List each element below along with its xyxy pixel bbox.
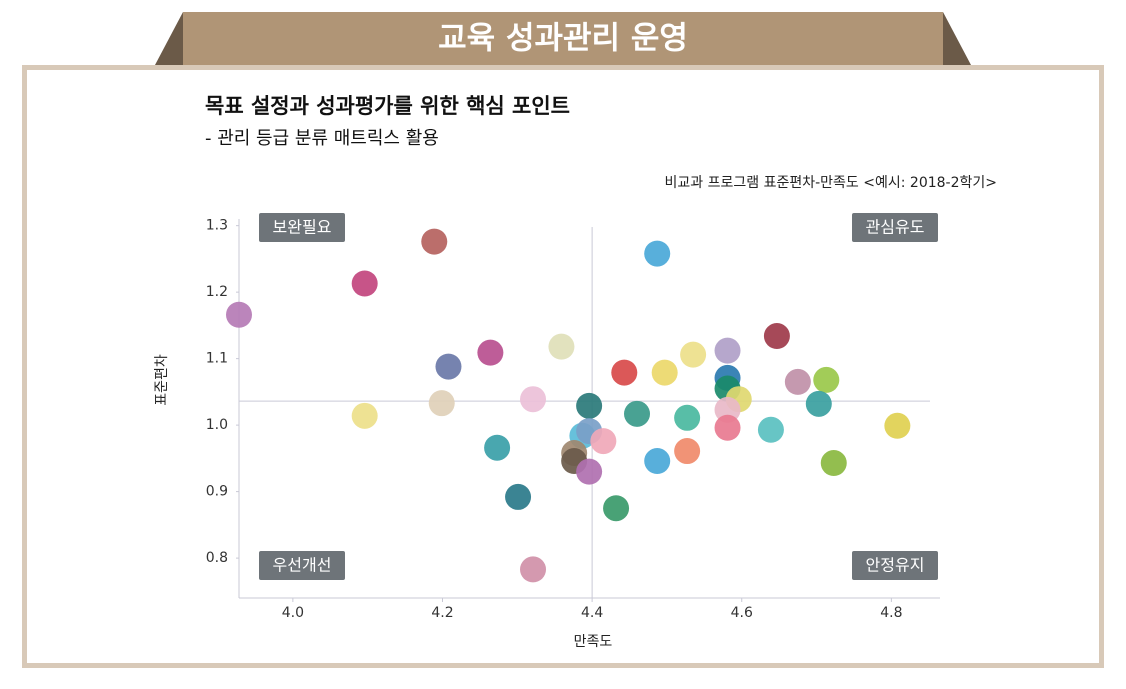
y-tick-label: 1.1 — [206, 351, 228, 367]
point — [714, 337, 741, 364]
frame — [22, 65, 1104, 668]
annotation: 비교과 프로그램 표준편차-만족도 <예시: 2018-2학기> — [665, 175, 997, 191]
quadrant-label: 안정유지 — [866, 556, 925, 575]
y-tick-label: 0.8 — [206, 550, 228, 566]
point — [226, 301, 252, 328]
x-tick-label: 4.4 — [581, 605, 603, 621]
point — [624, 400, 651, 427]
y-tick-label: 0.9 — [206, 484, 228, 500]
quadrant-label: 우선개선 — [273, 556, 332, 575]
y-tick-label: 1.3 — [206, 218, 228, 234]
x-tick-label: 4.8 — [880, 605, 902, 621]
point — [813, 366, 840, 393]
y-tick-label: 1.0 — [206, 417, 228, 433]
point — [714, 414, 741, 441]
point — [603, 495, 630, 522]
point — [644, 448, 671, 475]
point — [805, 390, 832, 417]
point — [576, 458, 603, 485]
chart-title: 목표 설정과 성과평가를 위한 핵심 포인트 — [205, 94, 570, 118]
point — [520, 556, 547, 583]
quadrant-label-box — [259, 213, 345, 242]
quadrant-label-box — [852, 551, 938, 580]
y-axis-label: 표준편차 — [154, 354, 170, 406]
x-tick-label: 4.0 — [282, 605, 304, 621]
point — [784, 368, 811, 395]
point — [576, 392, 603, 419]
point — [435, 353, 462, 380]
y-tick-label: 1.2 — [206, 284, 228, 300]
point — [644, 240, 671, 267]
point — [714, 396, 741, 423]
point — [611, 359, 638, 386]
chart-subtitle: - 관리 등급 분류 매트릭스 활용 — [205, 128, 439, 149]
quadrant-label-box — [852, 213, 938, 242]
point — [763, 323, 790, 350]
banner — [183, 12, 943, 65]
point — [884, 412, 911, 439]
point — [651, 359, 678, 386]
point — [757, 416, 784, 443]
quadrant-label: 관심유도 — [866, 218, 925, 237]
x-tick-label: 4.2 — [431, 605, 453, 621]
point — [484, 434, 511, 461]
point — [590, 428, 617, 455]
point — [548, 333, 575, 360]
x-tick-label: 4.6 — [731, 605, 753, 621]
point — [674, 438, 701, 465]
point — [680, 341, 707, 368]
point — [421, 228, 448, 255]
point — [674, 404, 701, 431]
point — [351, 402, 378, 429]
point — [428, 390, 455, 417]
point — [820, 450, 847, 477]
quadrant-label-box — [259, 551, 345, 580]
x-axis-label: 만족도 — [574, 634, 613, 650]
point — [477, 339, 504, 366]
point — [351, 270, 378, 297]
point — [505, 483, 532, 510]
quadrant-label: 보완필요 — [273, 218, 332, 237]
header-title: 교육 성과관리 운영 — [438, 21, 688, 57]
point — [520, 386, 547, 413]
